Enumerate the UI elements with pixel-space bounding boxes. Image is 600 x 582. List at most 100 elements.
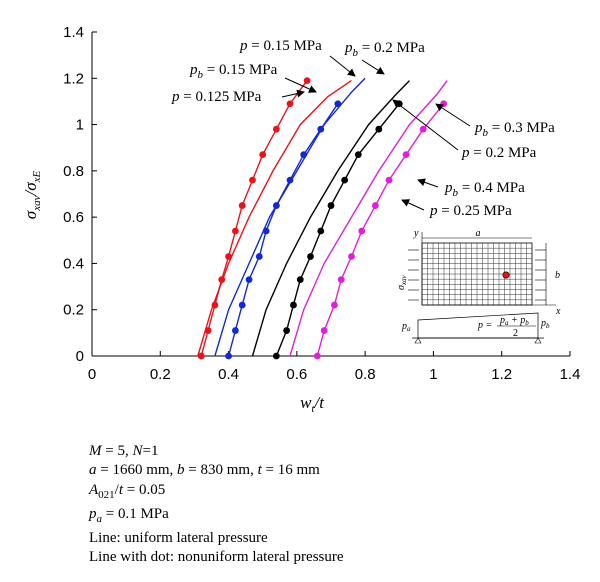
series-2: [214, 77, 366, 357]
data-point: [296, 276, 304, 284]
data-point: [385, 176, 393, 184]
inset-label-p: p =: [477, 320, 492, 331]
data-point: [197, 352, 205, 360]
anno-pb-02: pb = 0.2 MPa: [344, 40, 425, 59]
inset-plate-grid: [422, 243, 532, 305]
data-point: [358, 227, 366, 235]
y-tick-label: 0.4: [63, 255, 84, 272]
inset-label-fraction: pa + pb: [499, 315, 529, 327]
inset-label-sigma: σxav: [396, 274, 408, 290]
x-tick-label: 0: [88, 366, 96, 383]
note-imperfection: A021/t = 0.05: [89, 481, 166, 501]
inset-label-x: x: [555, 306, 561, 317]
data-point: [286, 100, 294, 108]
data-point: [320, 327, 328, 334]
series-line: [316, 103, 445, 357]
note-line-dot: Line with dot: nonuniform lateral pressu…: [89, 549, 344, 566]
data-point: [440, 100, 448, 108]
data-point: [300, 151, 308, 159]
anno-arrow-p-02: [392, 99, 459, 151]
inset-label-pb: pb: [540, 318, 550, 330]
y-axis-title: σxav/σxE: [21, 171, 43, 220]
inset-load-arrows: [408, 249, 546, 301]
x-tick-label: 1.2: [491, 366, 512, 383]
series-3: [225, 100, 342, 360]
note-dimensions: a = 1660 mm, b = 830 mm, t = 16 mm: [89, 462, 320, 479]
x-tick-label: 0.4: [218, 366, 239, 383]
data-point: [317, 125, 325, 133]
data-point: [337, 276, 345, 284]
note-line: Line: uniform lateral pressure: [89, 530, 268, 547]
inset-supports: [414, 337, 542, 344]
anno-arrow-pb-04: [417, 178, 439, 188]
data-point: [249, 176, 256, 184]
series-line: [251, 80, 411, 357]
note-mn: M = 5, N=1: [89, 443, 159, 459]
data-point: [286, 176, 294, 184]
data-point: [255, 253, 263, 260]
anno-arrow-p-025: [401, 199, 425, 211]
y-tick-label: 0.2: [63, 302, 84, 319]
anno-arrow-pb-03: [435, 103, 471, 127]
data-point: [341, 176, 349, 184]
inset-label-a: a: [476, 228, 481, 239]
data-point: [238, 202, 246, 209]
x-tick-label: 1.4: [560, 366, 581, 383]
anno-pb-04: pb = 0.4 MPa: [444, 180, 525, 199]
series-5: [272, 100, 403, 360]
data-point: [375, 125, 383, 133]
data-point: [218, 276, 226, 284]
data-point: [259, 151, 267, 159]
data-point: [307, 253, 314, 260]
data-point: [371, 202, 379, 209]
data-point: [334, 100, 342, 108]
y-tick-label: 1.4: [63, 24, 84, 41]
data-point: [313, 352, 321, 360]
data-point: [272, 125, 280, 133]
inset-diagram: a b y x σxav pa pb p = pa + pb 2: [396, 228, 561, 344]
data-point: [419, 125, 427, 133]
data-point: [290, 301, 297, 309]
tick-labels: 0 0.2 0.4 0.6 0.8 1 1.2 1.4 0 0.2 0.4 0.6 0.8 1 1.2 1.4: [63, 24, 580, 383]
y-tick-label: 1.2: [63, 70, 84, 87]
notes-block: M = 5, N=1 a = 1660 mm, b = 830 mm, t = …: [89, 442, 344, 568]
note-pa: pa = 0.1 MPa: [89, 505, 169, 525]
anno-arrow-pb-02: [361, 59, 385, 75]
data-point: [262, 227, 270, 235]
series-0: [197, 80, 352, 357]
series-line: [289, 80, 448, 357]
inset-label-b: b: [555, 270, 560, 281]
data-point: [272, 202, 280, 209]
y-tick-label: 0.8: [63, 163, 84, 180]
data-point: [232, 327, 239, 334]
data-point: [204, 327, 212, 334]
data-point: [317, 227, 325, 235]
data-point: [354, 151, 362, 159]
chart-svg: 0 0.2 0.4 0.6 0.8 1 1.2 1.4 0 0.2 0.4 0.6 0.8 1 1.2 1.4…: [21, 24, 580, 415]
data-point: [331, 301, 338, 309]
anno-pb-03: pb = 0.3 MPa: [474, 120, 555, 139]
series-line: [275, 103, 400, 357]
series-6: [289, 80, 448, 357]
series-4: [251, 80, 411, 357]
x-tick-label: 0.8: [355, 366, 376, 383]
data-point: [232, 227, 239, 235]
anno-p-015: p = 0.15 MPa: [239, 38, 322, 54]
series-7: [313, 100, 448, 360]
data-point: [272, 352, 280, 360]
anno-pb-015: pb = 0.15 MPa: [189, 62, 278, 81]
series-line: [214, 77, 366, 357]
tick-marks: [91, 31, 571, 357]
x-tick-label: 1: [429, 366, 437, 383]
x-axis-title: wt/t: [300, 393, 325, 415]
data-point: [225, 352, 232, 360]
anno-arrow-p-015: [329, 55, 356, 77]
x-tick-label: 0.2: [150, 366, 171, 383]
inset-measure-point: [502, 271, 510, 279]
inset-label-y: y: [413, 228, 419, 239]
x-tick-label: 0.6: [286, 366, 307, 383]
anno-p-0125: p = 0.125 MPa: [171, 89, 262, 105]
anno-p-02: p = 0.2 MPa: [461, 145, 537, 161]
anno-p-025: p = 0.25 MPa: [429, 203, 512, 219]
data-point: [245, 276, 253, 284]
